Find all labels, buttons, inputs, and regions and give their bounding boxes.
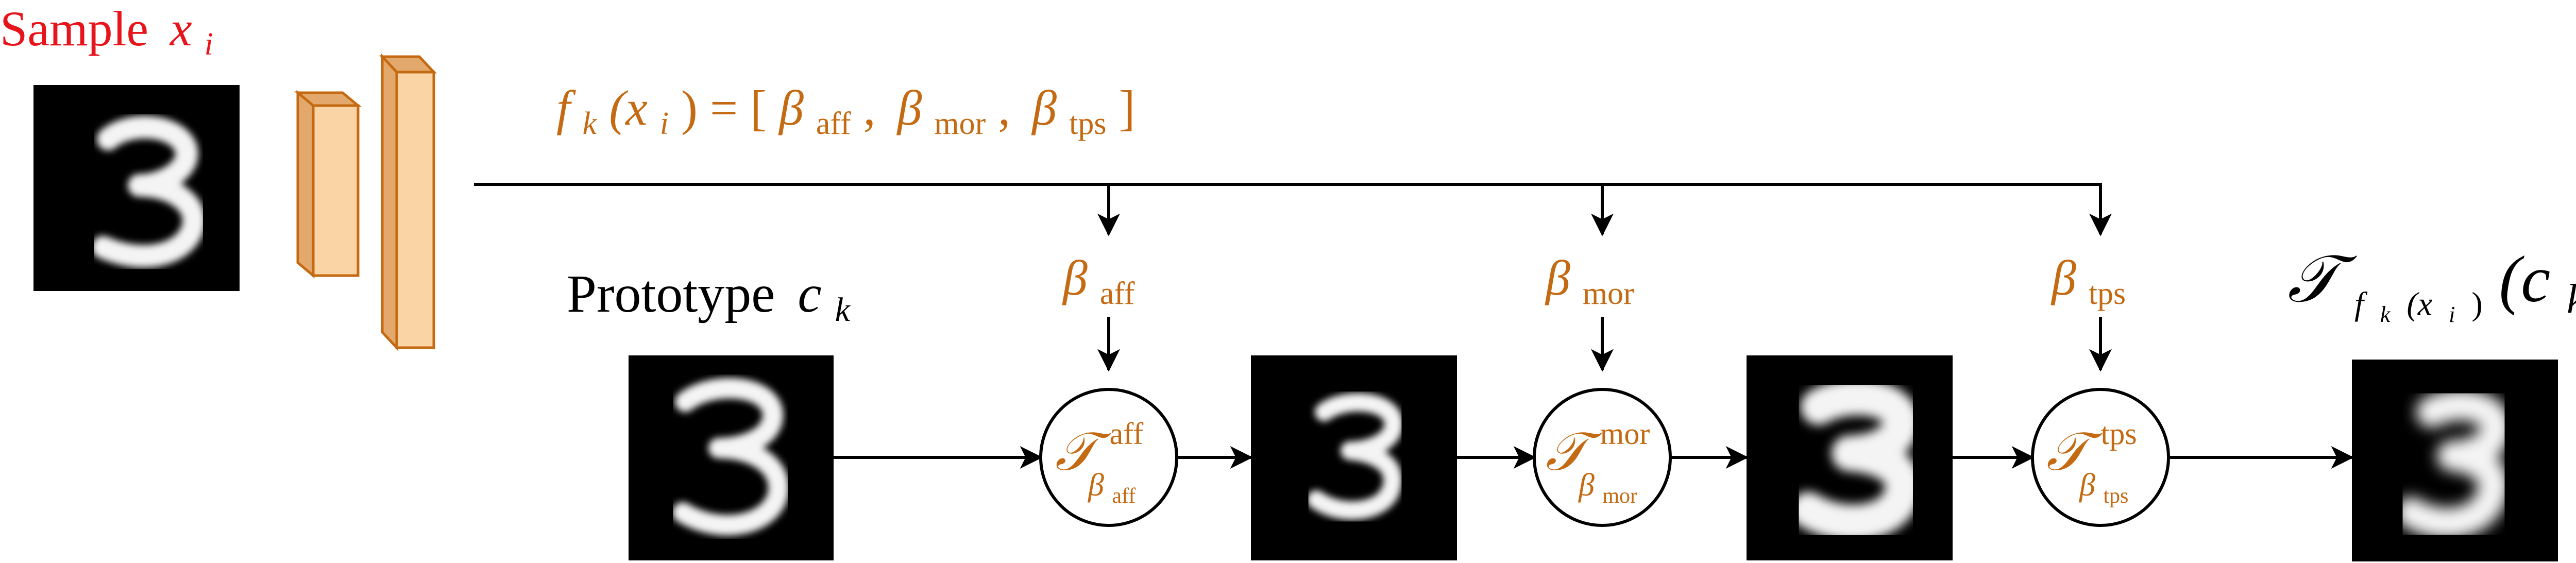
final-output-image bbox=[2352, 360, 2558, 561]
param-label-aff: β aff bbox=[1062, 250, 1135, 311]
transform-node-mor: 𝒯 mor β mor bbox=[1533, 388, 1672, 527]
transform-node-tps: 𝒯 tps β tps bbox=[2031, 388, 2170, 527]
param-to-transform-arrows bbox=[1097, 317, 2112, 372]
parameter-bus bbox=[474, 183, 2112, 236]
output-label: 𝒯 f k (x i ) (c k ) bbox=[2287, 243, 2576, 336]
encoder-output-formula: f k (x i ) = [ β aff , β mor , β tps ] bbox=[556, 80, 1135, 145]
svg-text:β tps: β tps bbox=[2079, 468, 2128, 508]
svg-text:β mor: β mor bbox=[1578, 468, 1637, 508]
sample-image bbox=[33, 85, 240, 291]
affine-output-image bbox=[1251, 355, 1457, 560]
prototype-label: Prototype c k bbox=[567, 264, 851, 329]
svg-text:𝒯 aff: 𝒯 aff bbox=[1055, 417, 1143, 482]
svg-text:𝒯 tps: 𝒯 tps bbox=[2046, 417, 2137, 482]
cnn-encoder-icon bbox=[294, 53, 437, 351]
morph-output-image bbox=[1747, 355, 1953, 560]
svg-text:β aff: β aff bbox=[1088, 468, 1136, 508]
transform-node-aff: 𝒯 aff β aff bbox=[1039, 388, 1178, 527]
prototype-image bbox=[629, 355, 834, 560]
svg-text:𝒯 mor: 𝒯 mor bbox=[1546, 417, 1650, 482]
param-label-mor: β mor bbox=[1545, 250, 1634, 311]
sample-label: Sample x i bbox=[0, 1, 213, 62]
param-label-tps: β tps bbox=[2050, 250, 2126, 311]
